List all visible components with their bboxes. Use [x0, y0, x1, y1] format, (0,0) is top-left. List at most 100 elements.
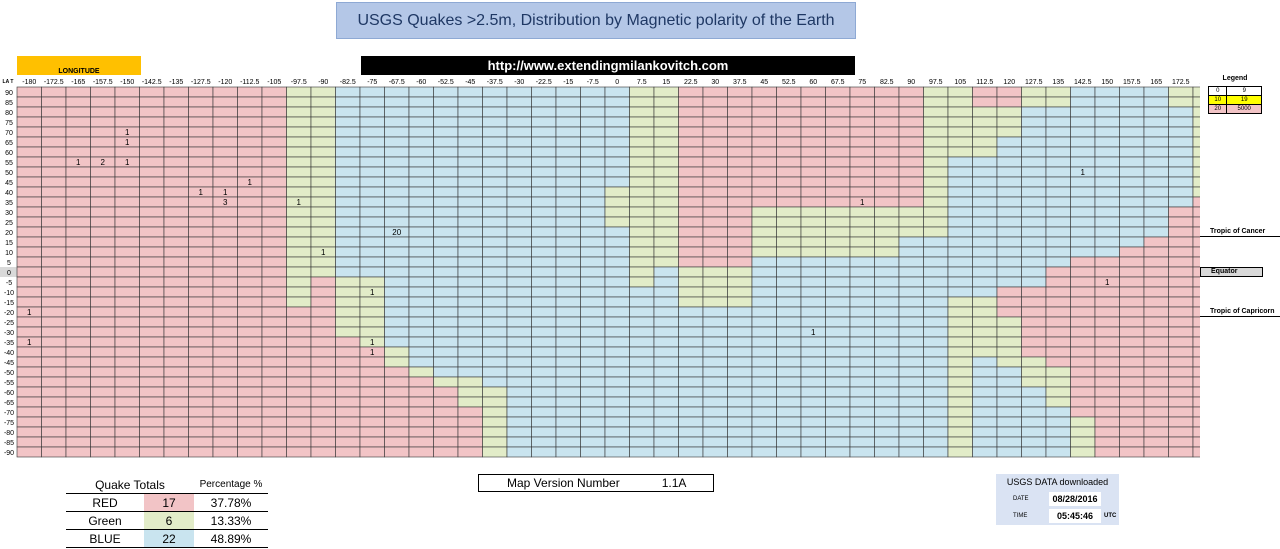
grid-cell	[1094, 306, 1120, 318]
grid-cell	[947, 286, 973, 298]
grid-cell	[506, 346, 532, 358]
grid-cell	[188, 136, 214, 148]
latitude-tick: 30	[5, 210, 13, 217]
grid-cell	[702, 296, 728, 308]
grid-cell	[874, 86, 900, 98]
grid-cell	[482, 336, 508, 348]
grid-cell	[212, 206, 238, 218]
grid-cell	[139, 236, 165, 248]
longitude-tick: -157.5	[93, 79, 113, 86]
grid-cell	[286, 96, 312, 108]
grid-cell	[506, 306, 532, 318]
grid-cell	[408, 166, 434, 178]
grid-cell	[849, 166, 875, 178]
grid-cell	[90, 306, 116, 318]
grid-cell	[237, 166, 263, 178]
grid-cell	[408, 426, 434, 438]
grid-cell	[923, 86, 949, 98]
grid-cell	[604, 146, 630, 158]
grid-cell	[1070, 146, 1096, 158]
grid-cell	[604, 356, 630, 368]
grid-cell	[261, 306, 287, 318]
grid-cell	[800, 256, 826, 268]
grid-cell	[531, 256, 557, 268]
grid-cell	[90, 296, 116, 308]
grid-cell	[947, 146, 973, 158]
grid-cell	[996, 86, 1022, 98]
grid-cell	[163, 446, 189, 458]
grid-cell	[457, 266, 483, 278]
totals-row-red: RED 17 37.78%	[66, 493, 268, 512]
grid-cell	[41, 126, 67, 138]
grid-cell	[433, 136, 459, 148]
grid-cell	[825, 426, 851, 438]
grid-cell	[163, 246, 189, 258]
grid-cell	[629, 106, 655, 118]
grid-cell	[923, 96, 949, 108]
grid-cell	[580, 276, 606, 288]
grid-cell	[776, 136, 802, 148]
grid-cell	[580, 146, 606, 158]
grid-cell	[310, 386, 336, 398]
grid-cell	[1070, 296, 1096, 308]
grid-cell	[825, 386, 851, 398]
grid-cell	[898, 236, 924, 248]
grid-cell	[727, 346, 753, 358]
grid-cell	[286, 436, 312, 448]
grid-cell	[433, 436, 459, 448]
grid-cell	[114, 346, 140, 358]
grid-cell	[457, 116, 483, 128]
grid-cell	[996, 356, 1022, 368]
grid-cell	[923, 156, 949, 168]
grid-cell	[1119, 166, 1145, 178]
grid-cell	[482, 216, 508, 228]
grid-cell	[555, 126, 581, 138]
grid-cell	[947, 216, 973, 228]
grid-cell	[359, 426, 385, 438]
grid-cell	[16, 296, 42, 308]
polarity-grid: LA T -180 -172.5 -165 -157.5 -150 -142.5 -135 -1…	[0, 79, 1200, 458]
grid-cell	[727, 216, 753, 228]
grid-cell	[286, 386, 312, 398]
grid-cell	[335, 136, 361, 148]
grid-cell	[751, 376, 777, 388]
date-label: DATE	[1013, 495, 1029, 502]
grid-cell	[310, 426, 336, 438]
grid-cell	[310, 116, 336, 128]
grid-cell	[580, 346, 606, 358]
grid-cell	[188, 216, 214, 228]
grid-cell	[629, 256, 655, 268]
grid-cell	[310, 286, 336, 298]
site-url[interactable]: http://www.extendingmilankovitch.com	[361, 56, 855, 75]
grid-cell	[114, 376, 140, 388]
grid-cell	[90, 106, 116, 118]
grid-cell	[41, 386, 67, 398]
grid-cell	[580, 266, 606, 278]
grid-cell	[555, 396, 581, 408]
grid-cell	[580, 186, 606, 198]
grid-cell	[310, 146, 336, 158]
grid-cell	[114, 316, 140, 328]
grid-cell	[702, 246, 728, 258]
grid-cell	[776, 116, 802, 128]
grid-cell	[898, 246, 924, 258]
grid-cell	[776, 396, 802, 408]
grid-cell	[555, 386, 581, 398]
grid-cell	[65, 206, 91, 218]
grid-cell	[384, 206, 410, 218]
grid-cell	[629, 436, 655, 448]
grid-cell	[286, 276, 312, 288]
grid-cell	[1143, 296, 1169, 308]
grid-cell	[1168, 146, 1194, 158]
grid-cell	[16, 136, 42, 148]
grid-cell	[996, 406, 1022, 418]
quake-count: 1	[860, 198, 865, 207]
grid-cell	[408, 136, 434, 148]
grid-cell	[678, 356, 704, 368]
grid-cell	[727, 266, 753, 278]
grid-cell	[531, 346, 557, 358]
grid-cell	[1070, 246, 1096, 258]
grid-cell	[923, 216, 949, 228]
longitude-tick: -82.5	[340, 79, 356, 86]
